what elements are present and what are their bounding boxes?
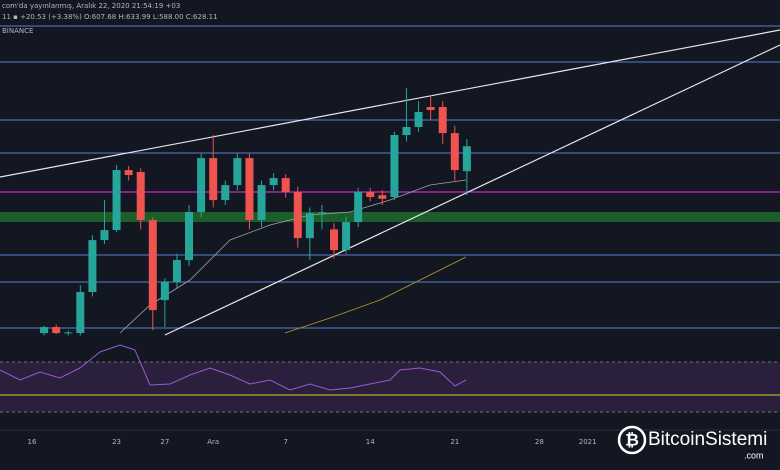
x-tick-label: 27 [160,438,169,446]
watermark: ₿ BitcoinSistemi .com [617,425,767,460]
candle-body [197,158,206,213]
ohlc-legend: 11 ▪ +20.53 (+3.38%) O:607.68 H:633.99 L… [2,13,218,21]
candle-body [76,292,85,334]
candle-body [185,212,194,261]
candle-body [438,106,447,134]
brand: BitcoinSistemi [648,429,767,450]
candle-body [378,195,387,199]
support-zone [0,212,780,222]
candle-body [426,106,435,111]
candle-body [305,213,314,239]
moving-average [119,179,467,334]
candle-body [317,212,326,214]
candle-body [233,158,242,186]
x-tick-label: 16 [28,438,37,446]
x-tick-label: 28 [535,438,544,446]
candle-body [136,172,145,221]
candle-body [209,158,218,201]
x-tick-label: 7 [283,438,287,446]
logo [617,425,647,455]
candle-body [402,126,411,136]
candle-body [40,327,49,334]
logo-symbol: ₿ [625,430,639,449]
exchange: BINANCE [2,27,33,35]
candle-body [414,111,423,127]
candle-body [112,170,121,231]
candle-body [354,192,363,223]
candle-body [462,146,471,172]
candle-body [269,178,278,186]
trend-line [164,44,780,336]
candle-body [52,327,61,334]
candle-body [245,158,254,221]
rsi-pane [0,362,780,412]
candle-body [148,220,157,311]
candle-body [124,170,133,176]
trend-line [0,29,780,178]
candle-body [172,260,181,283]
candle-body [366,192,375,198]
candle-body [293,192,302,239]
candle-body [257,185,266,221]
candle-body [281,178,290,193]
candle-body [221,185,230,201]
candle-body [88,240,97,293]
brand-suffix: .com [744,450,764,460]
candle-body [160,282,169,301]
x-tick-label: 14 [366,438,375,446]
candle-body [450,133,459,171]
rsi-line [0,344,467,391]
x-tick-label: Ara [207,438,219,446]
candle-body [330,229,338,251]
published-info: com'da yayınlanmış, Aralık 22, 2020 21:5… [2,2,180,10]
candle-body [64,332,73,334]
candle-body [342,222,351,251]
candle-body [390,135,399,198]
x-tick-label: 21 [450,438,459,446]
x-tick-label: 2021 [579,438,597,446]
candle-body [100,230,109,241]
x-tick-label: 23 [112,438,121,446]
moving-average [284,256,467,334]
